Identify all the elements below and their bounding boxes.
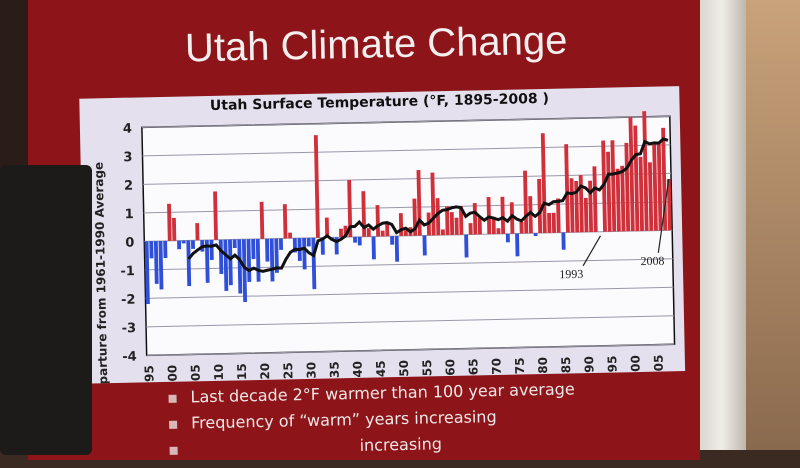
- bar: [265, 239, 269, 262]
- bar: [381, 231, 385, 237]
- bar: [515, 234, 519, 257]
- bar: [556, 198, 561, 232]
- bar: [307, 238, 311, 247]
- bar: [584, 198, 589, 232]
- bar: [506, 234, 510, 243]
- bar: [390, 236, 394, 245]
- bar: [395, 236, 399, 262]
- x-tick-label: 1940: [351, 361, 366, 384]
- bar: [339, 229, 343, 238]
- bar: [260, 202, 265, 239]
- bar: [353, 237, 357, 243]
- bar: [464, 235, 468, 258]
- bar: [251, 239, 255, 259]
- bar: [358, 237, 362, 246]
- y-axis-label: Departure from 1961-1990 Average: [92, 162, 111, 384]
- bar: [441, 229, 445, 235]
- bar: [423, 235, 427, 255]
- foreground-monitor: [0, 165, 92, 455]
- y-tick-label: 2: [124, 179, 133, 194]
- x-tick-label: 1995: [605, 355, 620, 383]
- x-tick-label: 1930: [304, 362, 319, 384]
- bar: [288, 233, 292, 239]
- y-tick-label: 0: [125, 236, 134, 251]
- bar: [469, 223, 473, 234]
- y-tick-label: -3: [122, 321, 137, 336]
- bar: [367, 228, 371, 237]
- bar: [561, 233, 565, 250]
- chart-panel: Utah Surface Temperature (°F, 1895-2008 …: [79, 86, 685, 384]
- bar: [534, 233, 538, 236]
- x-tick-label: 1920: [258, 363, 273, 384]
- y-tick-label: 3: [123, 150, 132, 165]
- x-tick-label: 1950: [397, 360, 412, 384]
- bar: [500, 197, 505, 234]
- bar: [399, 213, 403, 236]
- bar: [195, 223, 199, 240]
- bar: [279, 238, 283, 249]
- x-tick-label: 1915: [235, 363, 250, 383]
- bar: [210, 240, 214, 260]
- bar: [473, 203, 477, 234]
- x-tick-label: 1945: [374, 360, 389, 383]
- y-tick-label: -4: [122, 350, 137, 365]
- x-tick-label: 2005: [652, 354, 667, 383]
- bar: [163, 241, 167, 258]
- bar: [149, 241, 153, 258]
- bar: [450, 212, 454, 235]
- x-tick-label: 1935: [327, 361, 342, 383]
- bar: [455, 218, 459, 235]
- x-tick-label: 2000: [628, 355, 643, 384]
- bar: [552, 213, 556, 233]
- bar: [182, 240, 186, 243]
- bullet-list: Last decade 2°F warmer than 100 year ave…: [168, 378, 576, 464]
- x-tick-label: 1990: [582, 356, 597, 384]
- bar: [547, 213, 551, 233]
- x-tick-label: 1955: [420, 359, 435, 383]
- bar: [233, 239, 237, 248]
- y-tick-label: -2: [121, 293, 136, 308]
- bar: [219, 240, 224, 274]
- bar: [191, 240, 195, 249]
- bar: [302, 238, 306, 269]
- bar: [372, 237, 376, 260]
- y-tick-label: 1: [125, 207, 134, 222]
- bar: [283, 204, 288, 238]
- bar: [496, 228, 500, 234]
- y-tick-label: -1: [120, 264, 135, 279]
- x-tick-label: 1905: [189, 364, 204, 383]
- bar: [177, 241, 181, 250]
- bar: [520, 222, 524, 233]
- bar: [167, 204, 172, 241]
- annotation-label: 1993: [559, 267, 583, 281]
- x-tick-label: 1910: [212, 364, 227, 384]
- x-tick-label: 1900: [165, 365, 180, 384]
- bar: [376, 205, 380, 236]
- temperature-chart: -4 -3 -2 -1 0 1 2 3 4 1895 1900 1905 1910 1915 1920 192…: [79, 86, 685, 384]
- y-tick-label: 4: [123, 122, 132, 137]
- bar: [172, 218, 176, 241]
- x-tick-label: 1895: [142, 365, 157, 383]
- slide-title: Utah Climate Change: [136, 17, 617, 72]
- x-tick-label: 1925: [281, 362, 296, 383]
- annotation-label: 2008: [640, 254, 664, 268]
